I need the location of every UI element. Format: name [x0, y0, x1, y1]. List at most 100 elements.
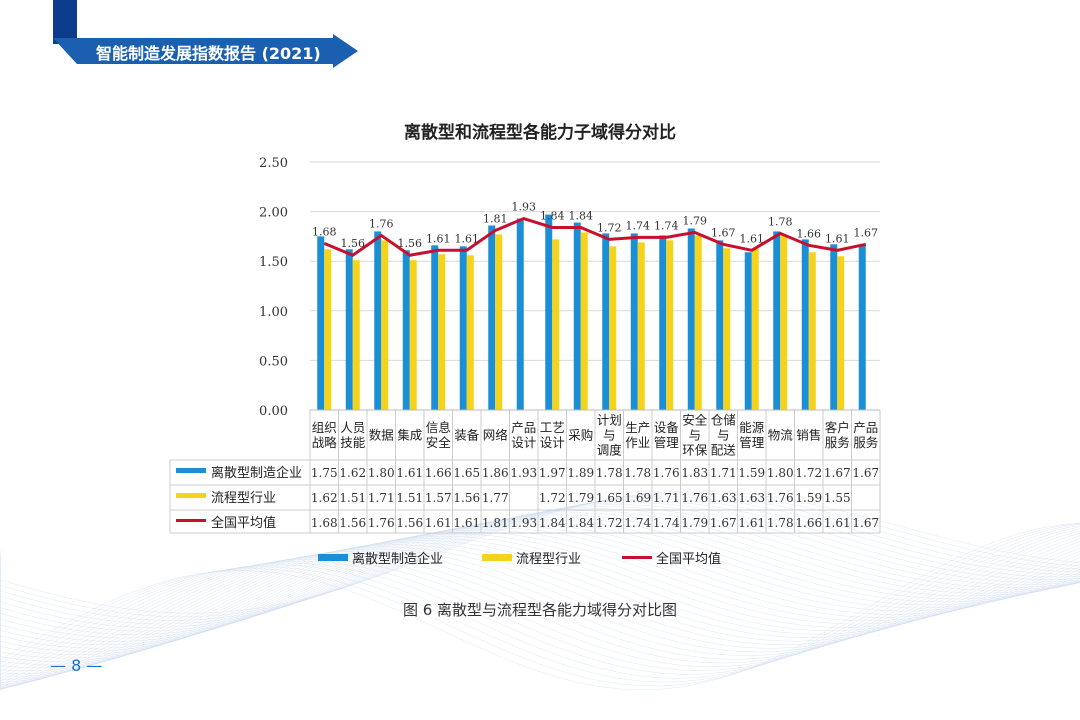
- bar-discrete: [545, 214, 553, 410]
- table-cell: 1.63: [710, 491, 737, 505]
- bar-discrete: [402, 250, 410, 410]
- table-cell: 1.93: [510, 516, 537, 530]
- bar-discrete: [431, 245, 439, 410]
- bar-process: [723, 248, 731, 410]
- bar-process: [552, 239, 560, 410]
- wave-line: [0, 527, 1080, 675]
- category-label: 人员: [340, 420, 365, 435]
- bar-discrete: [858, 244, 866, 410]
- legend-label: 离散型制造企业: [352, 551, 443, 567]
- bar-process: [837, 256, 845, 410]
- bar-process: [381, 240, 389, 410]
- category-label: 生产: [625, 420, 650, 435]
- data-label: 1.61: [426, 232, 451, 245]
- data-label: 1.74: [654, 219, 679, 232]
- bar-process: [352, 260, 360, 410]
- header-accent-bar: [53, 0, 77, 44]
- wave-line: [0, 523, 1080, 683]
- category-label: 设备: [654, 420, 680, 435]
- table-cell: 1.74: [653, 516, 680, 530]
- table-cell: 1.61: [824, 516, 851, 530]
- wave-line: [0, 523, 1080, 687]
- header-arrow-banner: [53, 34, 358, 68]
- wave-line: [0, 535, 1080, 686]
- category-label: 与: [688, 428, 701, 443]
- bar-discrete: [516, 218, 524, 410]
- bar-discrete: [744, 252, 752, 410]
- table-legend-key: [176, 493, 206, 498]
- table-cell: 1.61: [425, 516, 452, 530]
- data-label: 1.61: [740, 232, 765, 245]
- wave-line: [0, 546, 1080, 690]
- table-cell: 1.51: [396, 491, 423, 505]
- wave-line: [0, 532, 1080, 684]
- table-cell: 1.89: [567, 466, 594, 480]
- y-tick-label: 2.00: [259, 206, 288, 221]
- data-label: 1.56: [341, 237, 366, 250]
- wave-line: [0, 526, 1080, 676]
- table-cell: 1.72: [539, 491, 566, 505]
- bar-discrete: [659, 235, 667, 410]
- category-label: 服务: [825, 435, 850, 450]
- table-cell: 1.72: [596, 516, 623, 530]
- table-cell: 1.86: [482, 466, 509, 480]
- table-cell: 1.78: [624, 466, 651, 480]
- table-cell: 1.62: [339, 466, 366, 480]
- category-label: 仓储: [711, 413, 736, 428]
- category-label: 销售: [796, 428, 821, 443]
- category-label: 技能: [340, 435, 366, 450]
- y-tick-label: 1.00: [259, 305, 288, 320]
- wave-line: [0, 544, 1080, 690]
- wave-line: [0, 538, 1080, 688]
- page-number-value: 8: [71, 656, 82, 675]
- bar-process: [666, 240, 674, 410]
- bar-process: [637, 242, 645, 410]
- bar-discrete: [459, 246, 467, 410]
- table-series-name: 全国平均值: [211, 515, 276, 531]
- table-cell: 1.74: [624, 516, 651, 530]
- data-label: 1.61: [825, 232, 850, 245]
- category-label: 信息: [426, 420, 451, 435]
- table-cell: 1.51: [339, 491, 366, 505]
- category-label: 战略: [312, 435, 338, 450]
- wave-line: [0, 490, 1080, 614]
- bar-discrete: [488, 225, 496, 410]
- y-tick-label: 0.00: [259, 404, 288, 419]
- chart-title: 离散型和流程型各能力子域得分对比: [404, 123, 676, 143]
- table-cell: 1.78: [596, 466, 623, 480]
- category-label: 物流: [768, 428, 794, 443]
- bar-process: [609, 246, 617, 410]
- category-label: 安全: [426, 435, 452, 450]
- category-label: 客户: [825, 420, 850, 435]
- y-tick-label: 2.50: [259, 156, 288, 171]
- data-label: 1.93: [512, 201, 537, 214]
- category-label: 产品: [511, 420, 536, 435]
- bar-process: [466, 255, 474, 410]
- bar-process: [751, 248, 759, 410]
- category-label: 数据: [369, 428, 394, 443]
- wave-line: [0, 525, 1080, 672]
- bar-process: [580, 232, 588, 410]
- table-cell: 1.76: [681, 491, 708, 505]
- table-cell: 1.67: [852, 466, 879, 480]
- data-label: 1.84: [569, 209, 594, 222]
- category-label: 设计: [540, 435, 565, 450]
- category-label: 作业: [625, 435, 650, 450]
- category-label: 服务: [853, 435, 878, 450]
- wave-line: [0, 533, 1080, 683]
- bar-discrete: [830, 244, 838, 410]
- table-cell: 1.68: [311, 516, 338, 530]
- line-national-average: [323, 216, 867, 257]
- bar-discrete: [374, 231, 382, 410]
- data-label: 1.74: [626, 219, 651, 232]
- wave-line: [0, 518, 1080, 662]
- y-tick-label: 0.50: [259, 354, 288, 369]
- table-cell: 1.61: [738, 516, 765, 530]
- figure-caption: 图 6 离散型与流程型各能力域得分对比图: [402, 601, 678, 619]
- table-cell: 1.56: [453, 491, 480, 505]
- table-cell: 1.78: [767, 516, 794, 530]
- table-cell: 1.80: [368, 466, 395, 480]
- legend-label: 全国平均值: [656, 551, 721, 567]
- category-label: 环保: [682, 443, 708, 458]
